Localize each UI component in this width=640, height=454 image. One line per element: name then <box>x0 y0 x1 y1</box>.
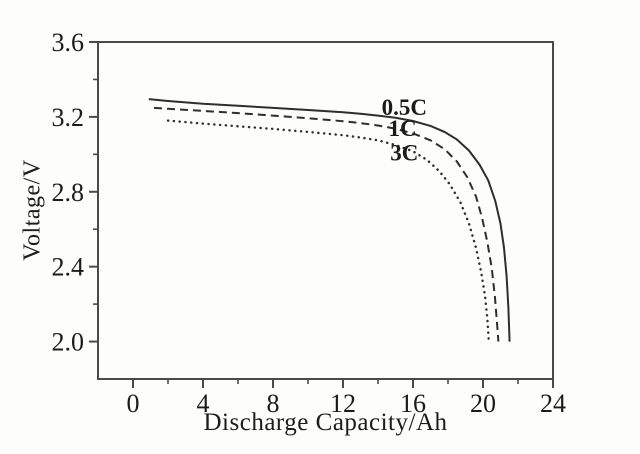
series-line-1c <box>153 106 500 342</box>
y-tick-label: 3.2 <box>52 103 85 132</box>
y-tick-label: 2.0 <box>52 328 85 357</box>
x-tick-label: 24 <box>540 389 566 418</box>
x-tick-label: 12 <box>330 389 356 418</box>
x-tick-label: 0 <box>127 389 140 418</box>
x-tick-label: 4 <box>197 389 210 418</box>
series-line-3c <box>166 119 490 343</box>
x-tick-label: 8 <box>267 389 280 418</box>
y-tick-label: 2.8 <box>52 178 85 207</box>
series-line-0-5c <box>148 98 511 342</box>
y-tick-label: 3.6 <box>52 28 85 57</box>
x-tick-label: 20 <box>470 389 496 418</box>
y-axis-title: Voltage/V <box>19 159 46 261</box>
y-tick-label: 2.4 <box>52 253 85 282</box>
x-axis-title: Discharge Capacity/Ah <box>203 409 448 436</box>
series-label-0-5c: 0.5C <box>382 95 427 120</box>
plot-frame <box>97 41 554 380</box>
series-label-1c: 1C <box>388 116 416 141</box>
x-tick-label: 16 <box>400 389 426 418</box>
series-label-3c: 3C <box>390 140 418 165</box>
